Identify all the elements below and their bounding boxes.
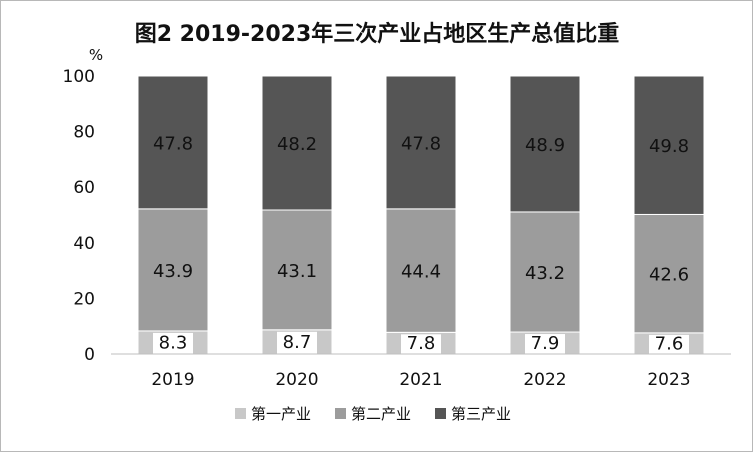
- bar-segment: [137, 75, 209, 210]
- data-label: 47.8: [401, 133, 441, 154]
- legend-swatch: [435, 408, 446, 419]
- x-axis-tick-labels: 2019 2020 2021 2022 2023: [151, 370, 690, 390]
- x-tick-label: 2019: [151, 370, 194, 390]
- bar-segment: [509, 75, 581, 213]
- data-label: 8.7: [283, 332, 312, 353]
- data-label: 47.8: [153, 133, 193, 154]
- data-label: 7.8: [407, 333, 436, 354]
- data-label-background: [277, 331, 317, 354]
- data-label: 7.6: [655, 333, 684, 354]
- y-tick-label: 60: [73, 178, 95, 198]
- y-tick-label: 0: [84, 345, 95, 365]
- y-tick-label: 40: [73, 234, 95, 254]
- data-label-background: [649, 334, 689, 354]
- bar-segment: [261, 75, 333, 211]
- bar-segment: [385, 75, 457, 210]
- x-tick-label: 2020: [275, 370, 318, 390]
- data-label-background: [153, 332, 193, 354]
- data-label: 42.6: [649, 265, 689, 286]
- data-label: 44.4: [401, 262, 441, 283]
- data-label: 48.2: [277, 134, 317, 155]
- bar-segment: [137, 208, 209, 332]
- legend-label: 第三产业: [451, 405, 511, 423]
- legend-label: 第二产业: [351, 405, 411, 423]
- y-axis-tick-labels: 0 20 40 60 80 100: [63, 67, 95, 365]
- chart-legend: 第一产业 第二产业 第三产业: [235, 405, 511, 423]
- data-label-background: [401, 334, 441, 354]
- bar-segment: [509, 211, 581, 333]
- y-tick-label: 80: [73, 123, 95, 143]
- legend-swatch: [235, 408, 246, 419]
- chart-title: 图2 2019-2023年三次产业占地区生产总值比重: [135, 21, 620, 47]
- data-label: 43.9: [153, 261, 193, 282]
- legend-swatch: [335, 408, 346, 419]
- bar-segment: [633, 213, 705, 334]
- data-label: 48.9: [525, 135, 565, 156]
- legend-label: 第一产业: [251, 405, 311, 423]
- data-label: 49.8: [649, 136, 689, 157]
- y-tick-label: 20: [73, 289, 95, 309]
- data-label: 43.1: [277, 261, 317, 282]
- y-axis-unit-label: %: [89, 46, 103, 64]
- bar-segment: [261, 209, 333, 331]
- bar-stacks: 8.3 43.9 47.8 8.7 43.1 48.2 7.8 44.4 47.8 7.9 43.2…: [137, 75, 705, 355]
- data-label-background: [525, 334, 565, 354]
- data-label: 8.3: [159, 332, 188, 353]
- y-tick-label: 100: [63, 67, 95, 87]
- x-tick-label: 2021: [399, 370, 442, 390]
- data-label: 43.2: [525, 263, 565, 284]
- bar-segment: [633, 75, 705, 215]
- x-tick-label: 2022: [523, 370, 566, 390]
- x-tick-label: 2023: [647, 370, 690, 390]
- data-label: 7.9: [531, 333, 560, 354]
